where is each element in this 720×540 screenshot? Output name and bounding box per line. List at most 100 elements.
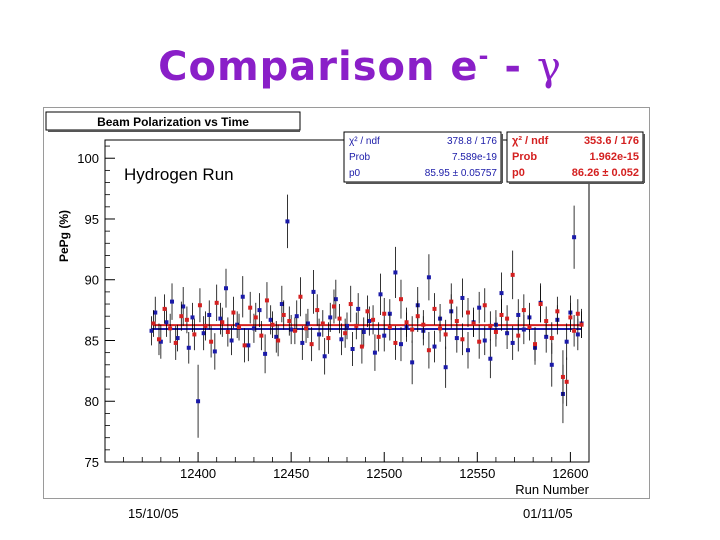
photon-point bbox=[337, 316, 342, 321]
photon-point bbox=[304, 326, 309, 331]
electron-point bbox=[317, 332, 322, 337]
photon-point bbox=[549, 336, 554, 341]
annotation-hydrogen-run: Hydrogen Run bbox=[124, 165, 234, 184]
electron-point bbox=[575, 332, 580, 337]
electron-fit-box bbox=[343, 131, 502, 183]
electron-point bbox=[305, 321, 310, 326]
electron-point bbox=[212, 349, 217, 354]
y-tick-label: 85 bbox=[85, 333, 99, 348]
electron-point bbox=[516, 312, 521, 317]
photon-point bbox=[248, 305, 253, 310]
slide-title: Comparison e- - γ bbox=[0, 42, 720, 90]
photon-fit-box bbox=[506, 131, 644, 183]
chart-title: Beam Polarization vs Time bbox=[97, 115, 249, 129]
electron-point bbox=[477, 305, 482, 310]
photon-point bbox=[270, 322, 275, 327]
electron-point bbox=[572, 235, 577, 240]
electron-point bbox=[544, 334, 549, 339]
photon-point bbox=[371, 317, 376, 322]
photon-point bbox=[410, 327, 415, 332]
photon-point bbox=[292, 328, 297, 333]
photon-point bbox=[281, 312, 286, 317]
electron-point bbox=[549, 362, 554, 367]
photon-point bbox=[179, 314, 184, 319]
electron-fit-value: 378.8 / 176 bbox=[447, 136, 497, 147]
photon-point bbox=[499, 312, 504, 317]
photon-point bbox=[521, 308, 526, 313]
photon-point bbox=[348, 302, 353, 307]
electron-point bbox=[393, 270, 398, 275]
electron-point bbox=[235, 322, 240, 327]
photon-point bbox=[533, 342, 538, 347]
photon-point bbox=[466, 310, 470, 315]
electron-point bbox=[240, 294, 245, 299]
photon-point bbox=[162, 306, 167, 311]
photon-point bbox=[387, 325, 392, 330]
electron-point bbox=[367, 319, 372, 324]
title-superscript: - bbox=[478, 42, 490, 70]
photon-point bbox=[237, 325, 242, 330]
photon-point bbox=[460, 337, 465, 342]
y-tick-label: 75 bbox=[85, 455, 99, 470]
electron-point bbox=[333, 297, 338, 302]
electron-point bbox=[251, 326, 256, 331]
photon-point bbox=[438, 326, 443, 331]
electron-point bbox=[378, 292, 383, 297]
x-tick-label: 12400 bbox=[180, 466, 216, 481]
photon-point bbox=[264, 298, 269, 303]
electron-point bbox=[356, 306, 361, 311]
plot-frame: 75 80 85 90 95 100 12400 12450 12500 12550 12600 R… bbox=[43, 107, 650, 499]
photon-point bbox=[287, 319, 292, 324]
electron-point bbox=[345, 323, 349, 328]
y-axis-label: PePg (%) bbox=[57, 210, 71, 262]
photon-point bbox=[214, 300, 219, 305]
electron-point bbox=[289, 327, 294, 332]
title-gamma: γ bbox=[536, 44, 562, 90]
photon-point bbox=[555, 309, 560, 314]
photon-point bbox=[376, 334, 381, 339]
electron-point bbox=[443, 365, 448, 370]
y-tick-label: 95 bbox=[85, 212, 99, 227]
photon-point bbox=[575, 311, 580, 316]
photon-point bbox=[242, 343, 247, 348]
photon-point bbox=[449, 299, 454, 304]
electron-point bbox=[158, 339, 163, 344]
electron-point bbox=[170, 299, 175, 304]
photon-point bbox=[298, 294, 303, 299]
electron-point bbox=[510, 340, 515, 345]
electron-point bbox=[328, 315, 333, 320]
electron-point bbox=[201, 331, 206, 336]
photon-fit-label: p0 bbox=[512, 167, 525, 179]
electron-point bbox=[207, 312, 212, 317]
electron-point bbox=[257, 308, 262, 313]
electron-point bbox=[218, 316, 223, 321]
photon-point bbox=[259, 333, 264, 338]
photon-point bbox=[365, 309, 370, 314]
chart-svg: 75 80 85 90 95 100 12400 12450 12500 12550 12600 R… bbox=[45, 111, 645, 497]
photon-point bbox=[253, 315, 258, 320]
electron-fit-label: χ² / ndf bbox=[349, 136, 380, 147]
x-axis-label: Run Number bbox=[515, 482, 589, 497]
photon-point bbox=[443, 332, 448, 337]
photon-point bbox=[156, 337, 161, 342]
electron-point bbox=[505, 331, 510, 336]
electron-point bbox=[410, 360, 415, 365]
electron-point bbox=[322, 354, 327, 359]
electron-point bbox=[372, 350, 377, 355]
photon-point bbox=[568, 315, 573, 320]
electron-fit-label: Prob bbox=[349, 152, 371, 163]
photon-point bbox=[404, 320, 409, 325]
electron-point bbox=[361, 329, 366, 334]
photon-point bbox=[184, 317, 189, 322]
x-tick-label: 12500 bbox=[366, 466, 402, 481]
electron-point bbox=[224, 286, 228, 291]
photon-point bbox=[326, 336, 331, 341]
photon-point bbox=[209, 339, 214, 344]
electron-point bbox=[196, 399, 201, 404]
electron-point bbox=[311, 289, 316, 294]
photon-point bbox=[331, 304, 336, 309]
electron-point bbox=[294, 314, 299, 319]
photon-point bbox=[538, 302, 543, 307]
title-dash: - bbox=[489, 44, 537, 90]
electron-point bbox=[175, 336, 180, 341]
